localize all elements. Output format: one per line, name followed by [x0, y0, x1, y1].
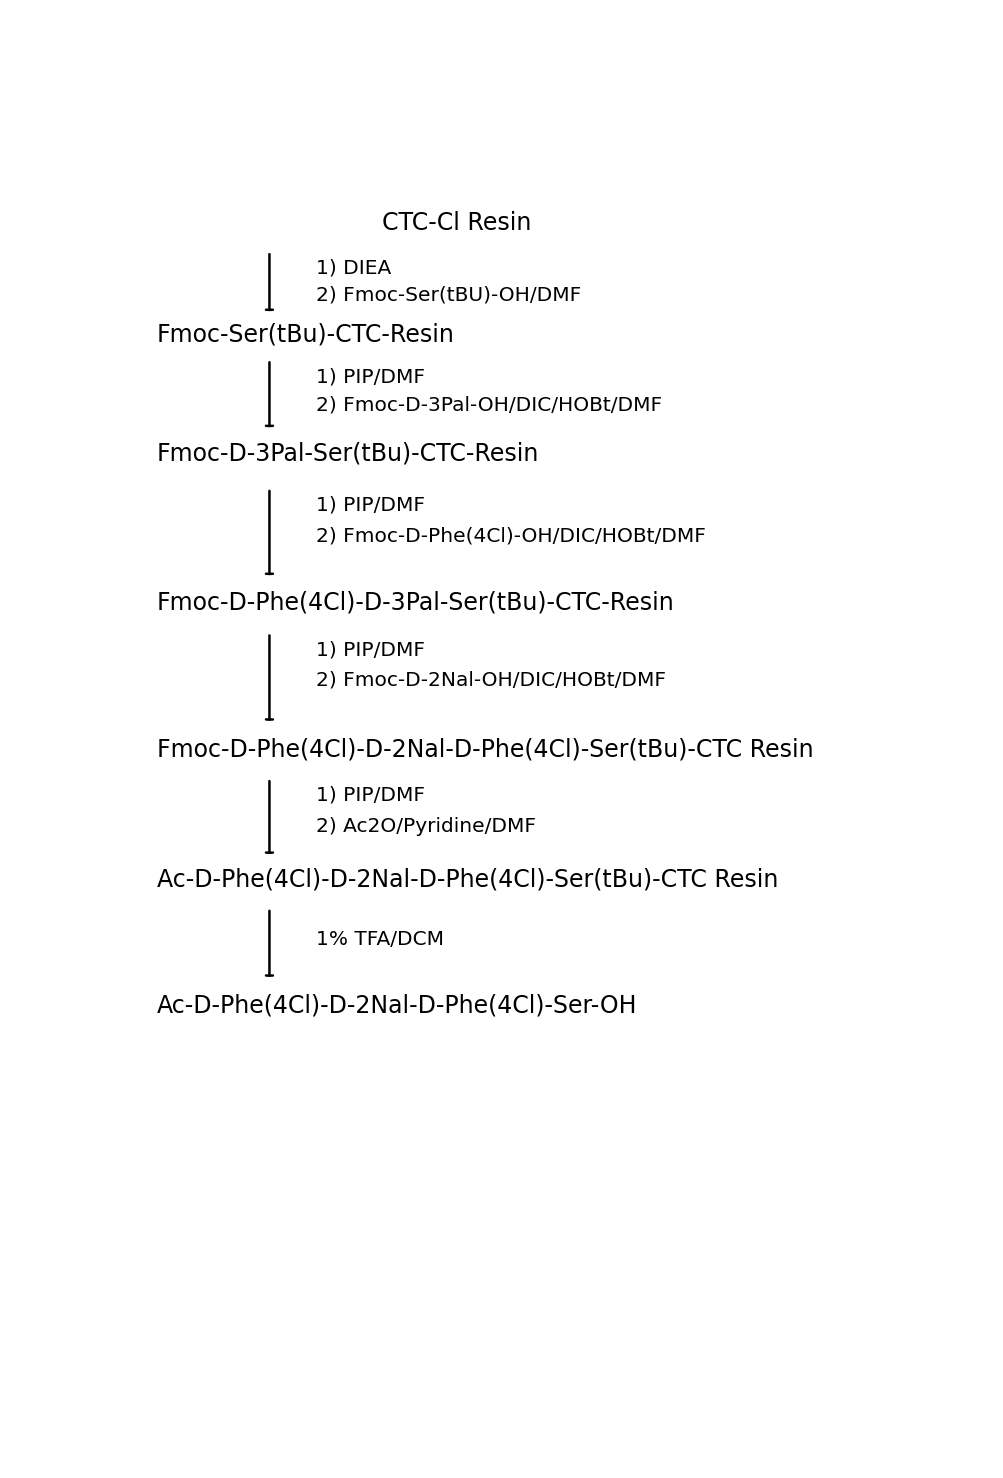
Text: 2) Ac2O/Pyridine/DMF: 2) Ac2O/Pyridine/DMF — [316, 816, 536, 835]
Text: 1) PIP/DMF: 1) PIP/DMF — [316, 786, 424, 806]
Text: Fmoc-D-Phe(4Cl)-D-2Nal-D-Phe(4Cl)-Ser(tBu)-CTC Resin: Fmoc-D-Phe(4Cl)-D-2Nal-D-Phe(4Cl)-Ser(tB… — [156, 738, 812, 761]
Text: Ac-D-Phe(4Cl)-D-2Nal-D-Phe(4Cl)-Ser(tBu)-CTC Resin: Ac-D-Phe(4Cl)-D-2Nal-D-Phe(4Cl)-Ser(tBu)… — [156, 868, 777, 891]
Text: 1) PIP/DMF: 1) PIP/DMF — [316, 495, 424, 514]
Text: 2) Fmoc-D-2Nal-OH/DIC/HOBt/DMF: 2) Fmoc-D-2Nal-OH/DIC/HOBt/DMF — [316, 671, 665, 690]
Text: Ac-D-Phe(4Cl)-D-2Nal-D-Phe(4Cl)-Ser-OH: Ac-D-Phe(4Cl)-D-2Nal-D-Phe(4Cl)-Ser-OH — [156, 993, 637, 1018]
Text: CTC-Cl Resin: CTC-Cl Resin — [382, 211, 532, 235]
Text: 1% TFA/DCM: 1% TFA/DCM — [316, 930, 443, 949]
Text: 1) PIP/DMF: 1) PIP/DMF — [316, 367, 424, 386]
Text: 1) PIP/DMF: 1) PIP/DMF — [316, 640, 424, 659]
Text: Fmoc-D-Phe(4Cl)-D-3Pal-Ser(tBu)-CTC-Resin: Fmoc-D-Phe(4Cl)-D-3Pal-Ser(tBu)-CTC-Resi… — [156, 591, 674, 615]
Text: 1) DIEA: 1) DIEA — [316, 259, 391, 278]
Text: Fmoc-D-3Pal-Ser(tBu)-CTC-Resin: Fmoc-D-3Pal-Ser(tBu)-CTC-Resin — [156, 442, 539, 466]
Text: 2) Fmoc-D-Phe(4Cl)-OH/DIC/HOBt/DMF: 2) Fmoc-D-Phe(4Cl)-OH/DIC/HOBt/DMF — [316, 526, 705, 545]
Text: Fmoc-Ser(tBu)-CTC-Resin: Fmoc-Ser(tBu)-CTC-Resin — [156, 322, 454, 346]
Text: 2) Fmoc-Ser(tBU)-OH/DMF: 2) Fmoc-Ser(tBU)-OH/DMF — [316, 285, 581, 304]
Text: 2) Fmoc-D-3Pal-OH/DIC/HOBt/DMF: 2) Fmoc-D-3Pal-OH/DIC/HOBt/DMF — [316, 396, 662, 414]
